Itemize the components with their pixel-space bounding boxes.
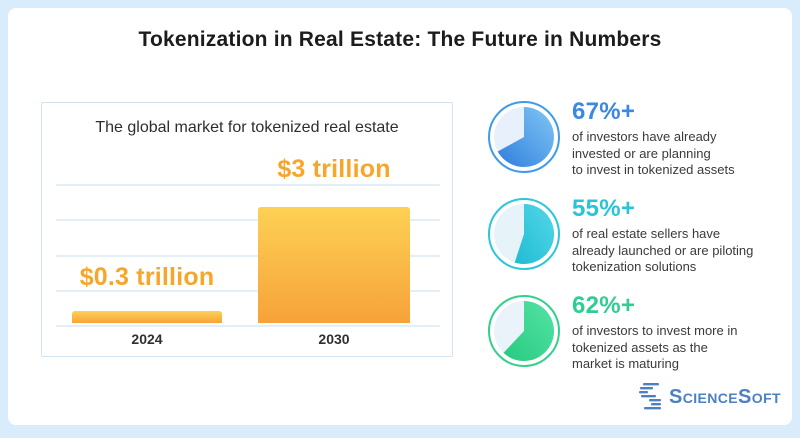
pie-chart-icon [486, 196, 562, 272]
bar-value-label-2030: $3 trillion [277, 155, 391, 183]
stat-percent: 67%+ [572, 98, 636, 125]
sciencesoft-logo-text: ScienceSoft [669, 385, 781, 408]
stat-percent: 62%+ [572, 292, 636, 319]
sciencesoft-logo-icon [639, 383, 661, 410]
stat-group-maturing-market: 62%+ of investors to invest more in toke… [486, 293, 786, 373]
pie-chart-icon [486, 99, 562, 175]
stat-description: of investors to invest more in tokenized… [572, 323, 738, 372]
bar-2024 [72, 311, 222, 323]
chart-title: The global market for tokenized real est… [95, 119, 399, 136]
gridline [56, 290, 440, 292]
gridline [56, 255, 440, 257]
stat-percent: 55%+ [572, 195, 636, 222]
sciencesoft-logo: ScienceSoft [637, 382, 781, 412]
bar-2030 [258, 207, 410, 323]
x-axis-label-2024: 2024 [131, 331, 163, 347]
x-axis-label-2030: 2030 [318, 331, 350, 347]
gridline [56, 219, 440, 221]
gridline-baseline [56, 325, 440, 327]
stat-group-investors: 67%+ of investors have already invested … [486, 99, 786, 179]
bar-value-label-2024: $0.3 trillion [79, 263, 215, 291]
gridline [56, 184, 440, 186]
pie-chart-icon [486, 293, 562, 369]
stat-description: of real estate sellers have already laun… [572, 226, 754, 275]
stat-group-sellers: 55%+ of real estate sellers have already… [486, 196, 786, 276]
stat-description: of investors have already invested or ar… [572, 129, 735, 178]
bar-chart-card: The global market for tokenized real est… [41, 102, 453, 357]
page-title: Tokenization in Real Estate: The Future … [138, 28, 662, 51]
